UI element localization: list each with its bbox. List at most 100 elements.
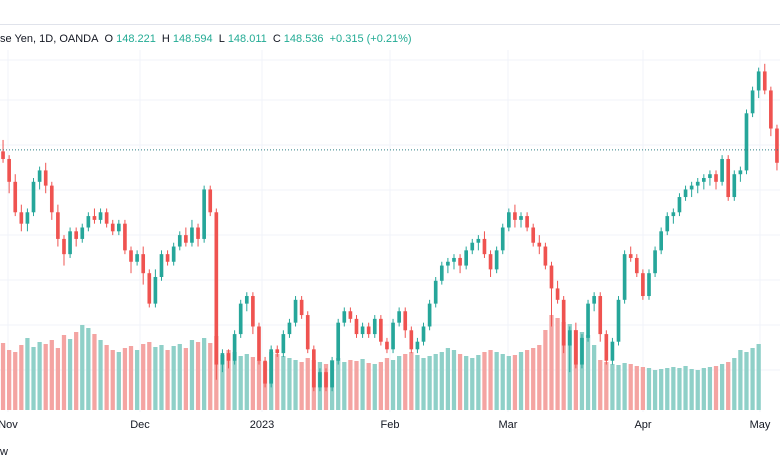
candle-body[interactable]	[421, 326, 426, 342]
candle-body[interactable]	[683, 189, 688, 198]
candle-body[interactable]	[689, 185, 694, 190]
candle-body[interactable]	[141, 254, 146, 274]
candle-body[interactable]	[263, 360, 267, 384]
candle-body[interactable]	[732, 174, 737, 198]
candle-body[interactable]	[190, 227, 194, 243]
candle-body[interactable]	[488, 254, 493, 270]
candle-body[interactable]	[549, 265, 554, 289]
candle-body[interactable]	[452, 257, 456, 262]
candle-body[interactable]	[507, 212, 511, 228]
candle-body[interactable]	[433, 280, 438, 304]
candle-body[interactable]	[708, 174, 712, 179]
candle-body[interactable]	[592, 296, 596, 304]
candle-body[interactable]	[775, 128, 779, 163]
candle-body[interactable]	[519, 216, 523, 220]
candle-body[interactable]	[354, 318, 359, 335]
candle-body[interactable]	[580, 337, 584, 365]
candle-body[interactable]	[604, 334, 609, 361]
candle-body[interactable]	[43, 170, 48, 186]
candle-body[interactable]	[403, 311, 408, 331]
candle-body[interactable]	[177, 235, 182, 247]
candle-body[interactable]	[756, 71, 761, 91]
candle-body[interactable]	[555, 288, 560, 300]
candle-body[interactable]	[744, 113, 749, 171]
candle-body[interactable]	[19, 212, 24, 224]
candle-body[interactable]	[513, 212, 517, 220]
candle-body[interactable]	[117, 223, 121, 232]
candle-body[interactable]	[165, 254, 170, 262]
candle-body[interactable]	[525, 216, 529, 228]
candle-body[interactable]	[385, 341, 389, 350]
candle-body[interactable]	[299, 299, 304, 316]
candle-body[interactable]	[659, 231, 663, 251]
candle-body[interactable]	[1, 151, 5, 159]
candle-body[interactable]	[531, 227, 536, 243]
candle-body[interactable]	[318, 372, 322, 388]
candle-body[interactable]	[104, 212, 109, 224]
candle-body[interactable]	[641, 273, 645, 297]
candle-body[interactable]	[726, 158, 731, 198]
candle-body[interactable]	[622, 254, 627, 300]
candle-body[interactable]	[695, 181, 700, 186]
candle-body[interactable]	[312, 349, 316, 388]
candle-body[interactable]	[671, 212, 676, 217]
candle-body[interactable]	[446, 261, 450, 266]
candle-body[interactable]	[348, 311, 353, 319]
candle-body[interactable]	[537, 242, 542, 247]
candle-body[interactable]	[653, 250, 657, 274]
candle-body[interactable]	[647, 273, 651, 297]
candle-body[interactable]	[86, 216, 91, 228]
candle-body[interactable]	[330, 360, 334, 388]
candle-body[interactable]	[49, 185, 54, 213]
candle-body[interactable]	[171, 246, 176, 262]
candle-body[interactable]	[628, 254, 633, 258]
candle-body[interactable]	[458, 257, 462, 266]
candle-body[interactable]	[244, 296, 249, 304]
candle-body[interactable]	[342, 311, 347, 323]
candle-body[interactable]	[714, 174, 718, 182]
candle-body[interactable]	[147, 273, 152, 304]
candle-body[interactable]	[257, 326, 261, 361]
candle-body[interactable]	[409, 330, 414, 350]
candle-body[interactable]	[135, 254, 139, 262]
candle-body[interactable]	[366, 326, 371, 335]
candle-body[interactable]	[379, 318, 383, 342]
candle-body[interactable]	[391, 322, 395, 350]
candle-body[interactable]	[287, 322, 292, 335]
candle-body[interactable]	[98, 212, 103, 220]
candle-body[interactable]	[574, 330, 578, 365]
candle-body[interactable]	[610, 341, 615, 361]
candle-body[interactable]	[232, 334, 237, 361]
candle-body[interactable]	[750, 90, 755, 114]
candle-body[interactable]	[56, 212, 60, 239]
candle-body[interactable]	[464, 250, 468, 266]
candle-body[interactable]	[567, 330, 572, 346]
candle-body[interactable]	[762, 71, 767, 91]
candle-body[interactable]	[500, 227, 505, 251]
candle-body[interactable]	[324, 372, 328, 388]
candle-body[interactable]	[62, 238, 66, 255]
candle-body[interactable]	[37, 170, 42, 182]
candle-body[interactable]	[427, 303, 432, 327]
candle-body[interactable]	[616, 299, 621, 342]
candle-body[interactable]	[80, 227, 85, 239]
candle-body[interactable]	[702, 178, 706, 182]
candle-body[interactable]	[31, 181, 36, 213]
candle-body[interactable]	[281, 334, 286, 354]
candle-body[interactable]	[415, 341, 420, 350]
candle-body[interactable]	[439, 265, 444, 281]
candle-body[interactable]	[238, 303, 243, 335]
candle-body[interactable]	[476, 238, 481, 243]
candle-body[interactable]	[561, 299, 566, 346]
candle-body[interactable]	[184, 235, 188, 243]
candle-body[interactable]	[226, 353, 231, 361]
candle-body[interactable]	[251, 296, 255, 327]
candle-body[interactable]	[110, 223, 115, 232]
candle-body[interactable]	[202, 189, 206, 239]
candle-body[interactable]	[293, 299, 298, 323]
symbol-name[interactable]: se Yen, 1D, OANDA	[0, 33, 99, 45]
candle-body[interactable]	[305, 315, 310, 350]
candle-body[interactable]	[482, 238, 487, 255]
candle-body[interactable]	[13, 181, 18, 213]
